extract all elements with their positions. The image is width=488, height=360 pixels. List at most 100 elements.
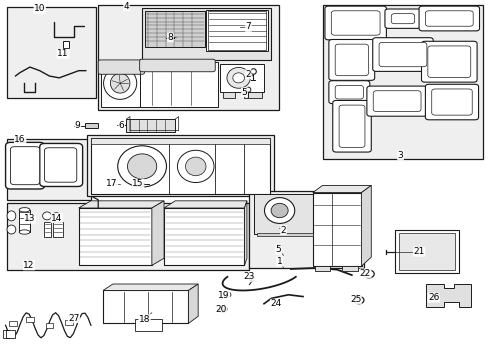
Bar	[43, 222, 51, 237]
FancyBboxPatch shape	[384, 9, 420, 28]
Text: 24: 24	[270, 299, 281, 308]
Text: 11: 11	[57, 49, 69, 58]
Bar	[3, 330, 15, 338]
FancyBboxPatch shape	[425, 11, 472, 26]
Text: 25: 25	[349, 294, 361, 303]
FancyBboxPatch shape	[366, 86, 427, 116]
Bar	[206, 10, 267, 51]
Bar	[315, 266, 329, 271]
Ellipse shape	[232, 73, 244, 83]
Ellipse shape	[177, 150, 214, 183]
Bar	[91, 138, 269, 194]
Bar	[163, 208, 244, 265]
Bar	[6, 7, 96, 98]
Ellipse shape	[219, 306, 226, 312]
Ellipse shape	[118, 146, 166, 187]
Bar	[63, 41, 69, 48]
Ellipse shape	[19, 230, 30, 234]
Bar	[9, 321, 17, 326]
Ellipse shape	[363, 270, 373, 278]
Text: 5: 5	[275, 246, 281, 255]
Bar	[341, 266, 357, 271]
Ellipse shape	[264, 198, 294, 224]
Bar	[26, 318, 34, 322]
Polygon shape	[163, 201, 246, 208]
Bar	[256, 233, 312, 235]
Text: 14: 14	[51, 213, 62, 222]
Bar	[126, 119, 175, 132]
FancyBboxPatch shape	[390, 14, 414, 24]
Text: 19: 19	[218, 291, 229, 300]
Polygon shape	[79, 201, 163, 208]
Bar	[207, 11, 266, 50]
FancyBboxPatch shape	[332, 100, 370, 152]
Bar	[135, 319, 161, 330]
Text: 26: 26	[427, 293, 439, 302]
Bar	[394, 230, 458, 273]
Bar	[140, 62, 217, 107]
Bar	[103, 291, 188, 323]
FancyBboxPatch shape	[10, 147, 40, 185]
FancyBboxPatch shape	[140, 59, 215, 72]
Polygon shape	[312, 185, 370, 193]
Text: 23: 23	[243, 272, 255, 281]
Text: 5: 5	[241, 88, 247, 97]
Ellipse shape	[249, 276, 254, 281]
Bar	[142, 8, 271, 60]
Text: 17: 17	[106, 179, 118, 188]
Bar	[91, 138, 269, 144]
Polygon shape	[152, 201, 163, 265]
Ellipse shape	[224, 292, 230, 298]
Text: 4: 4	[123, 2, 129, 11]
FancyBboxPatch shape	[98, 60, 144, 74]
Bar	[98, 5, 278, 110]
Text: 9: 9	[75, 121, 81, 130]
Ellipse shape	[185, 157, 205, 176]
Text: 2: 2	[280, 226, 286, 235]
FancyBboxPatch shape	[328, 81, 369, 104]
Polygon shape	[361, 185, 370, 266]
Ellipse shape	[353, 297, 363, 304]
Ellipse shape	[226, 67, 250, 88]
Ellipse shape	[7, 225, 16, 234]
Text: 12: 12	[23, 261, 35, 270]
Text: 20: 20	[215, 305, 226, 314]
Bar	[79, 208, 152, 265]
Bar	[101, 62, 142, 107]
FancyBboxPatch shape	[5, 143, 44, 189]
Bar	[222, 92, 234, 98]
FancyBboxPatch shape	[378, 42, 426, 67]
Ellipse shape	[42, 212, 51, 220]
FancyBboxPatch shape	[421, 41, 476, 82]
Text: 18: 18	[139, 315, 150, 324]
Ellipse shape	[19, 208, 30, 212]
Polygon shape	[103, 284, 198, 291]
FancyBboxPatch shape	[328, 40, 374, 80]
FancyBboxPatch shape	[44, 148, 77, 182]
Text: 22: 22	[359, 269, 370, 278]
Bar	[254, 194, 315, 234]
Text: 16: 16	[15, 135, 26, 144]
Bar	[45, 323, 53, 328]
FancyBboxPatch shape	[338, 105, 364, 147]
FancyBboxPatch shape	[418, 6, 479, 31]
FancyBboxPatch shape	[372, 91, 420, 112]
Text: 1: 1	[276, 257, 282, 266]
Text: 6: 6	[119, 121, 124, 130]
Bar	[312, 193, 361, 266]
Ellipse shape	[53, 213, 60, 219]
Text: 7: 7	[245, 22, 251, 31]
Bar	[244, 92, 261, 98]
FancyBboxPatch shape	[427, 46, 470, 77]
Bar	[398, 233, 454, 270]
Text: 21: 21	[412, 247, 424, 256]
Ellipse shape	[127, 154, 157, 179]
Text: 8: 8	[167, 33, 173, 42]
FancyBboxPatch shape	[431, 89, 471, 115]
Ellipse shape	[110, 73, 130, 93]
Bar	[53, 222, 63, 237]
Ellipse shape	[270, 203, 287, 218]
FancyBboxPatch shape	[372, 38, 432, 71]
Ellipse shape	[221, 308, 224, 311]
Bar	[19, 210, 30, 232]
